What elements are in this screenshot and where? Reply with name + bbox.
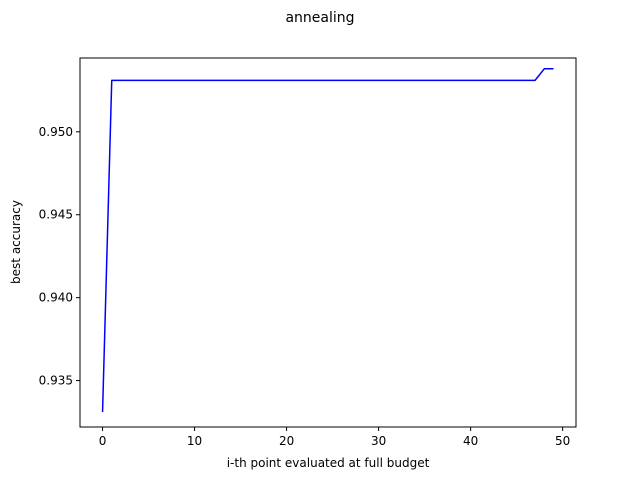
y-axis-label: best accuracy [9, 200, 23, 284]
y-tick-label: 0.940 [39, 291, 73, 305]
x-tick-label: 40 [463, 434, 478, 448]
x-tick-label: 10 [187, 434, 202, 448]
axes-frame [79, 57, 577, 428]
y-tick-label: 0.935 [39, 374, 73, 388]
series-line [101, 68, 554, 413]
plot-area: 0 10 20 30 40 50 0.935 0.940 0.945 0.950 [39, 57, 577, 448]
x-tick-label: 50 [555, 434, 570, 448]
y-axis-ticks: 0.935 0.940 0.945 0.950 [39, 125, 80, 388]
y-tick-label: 0.950 [39, 125, 73, 139]
x-axis-label: i-th point evaluated at full budget [227, 456, 430, 470]
x-tick-label: 20 [279, 434, 294, 448]
series-layer [101, 68, 554, 413]
y-tick-label: 0.945 [39, 208, 73, 222]
chart-title: annealing [285, 10, 354, 26]
x-axis-ticks: 0 10 20 30 40 50 [99, 427, 570, 448]
x-tick-label: 0 [99, 434, 107, 448]
x-tick-label: 30 [371, 434, 386, 448]
